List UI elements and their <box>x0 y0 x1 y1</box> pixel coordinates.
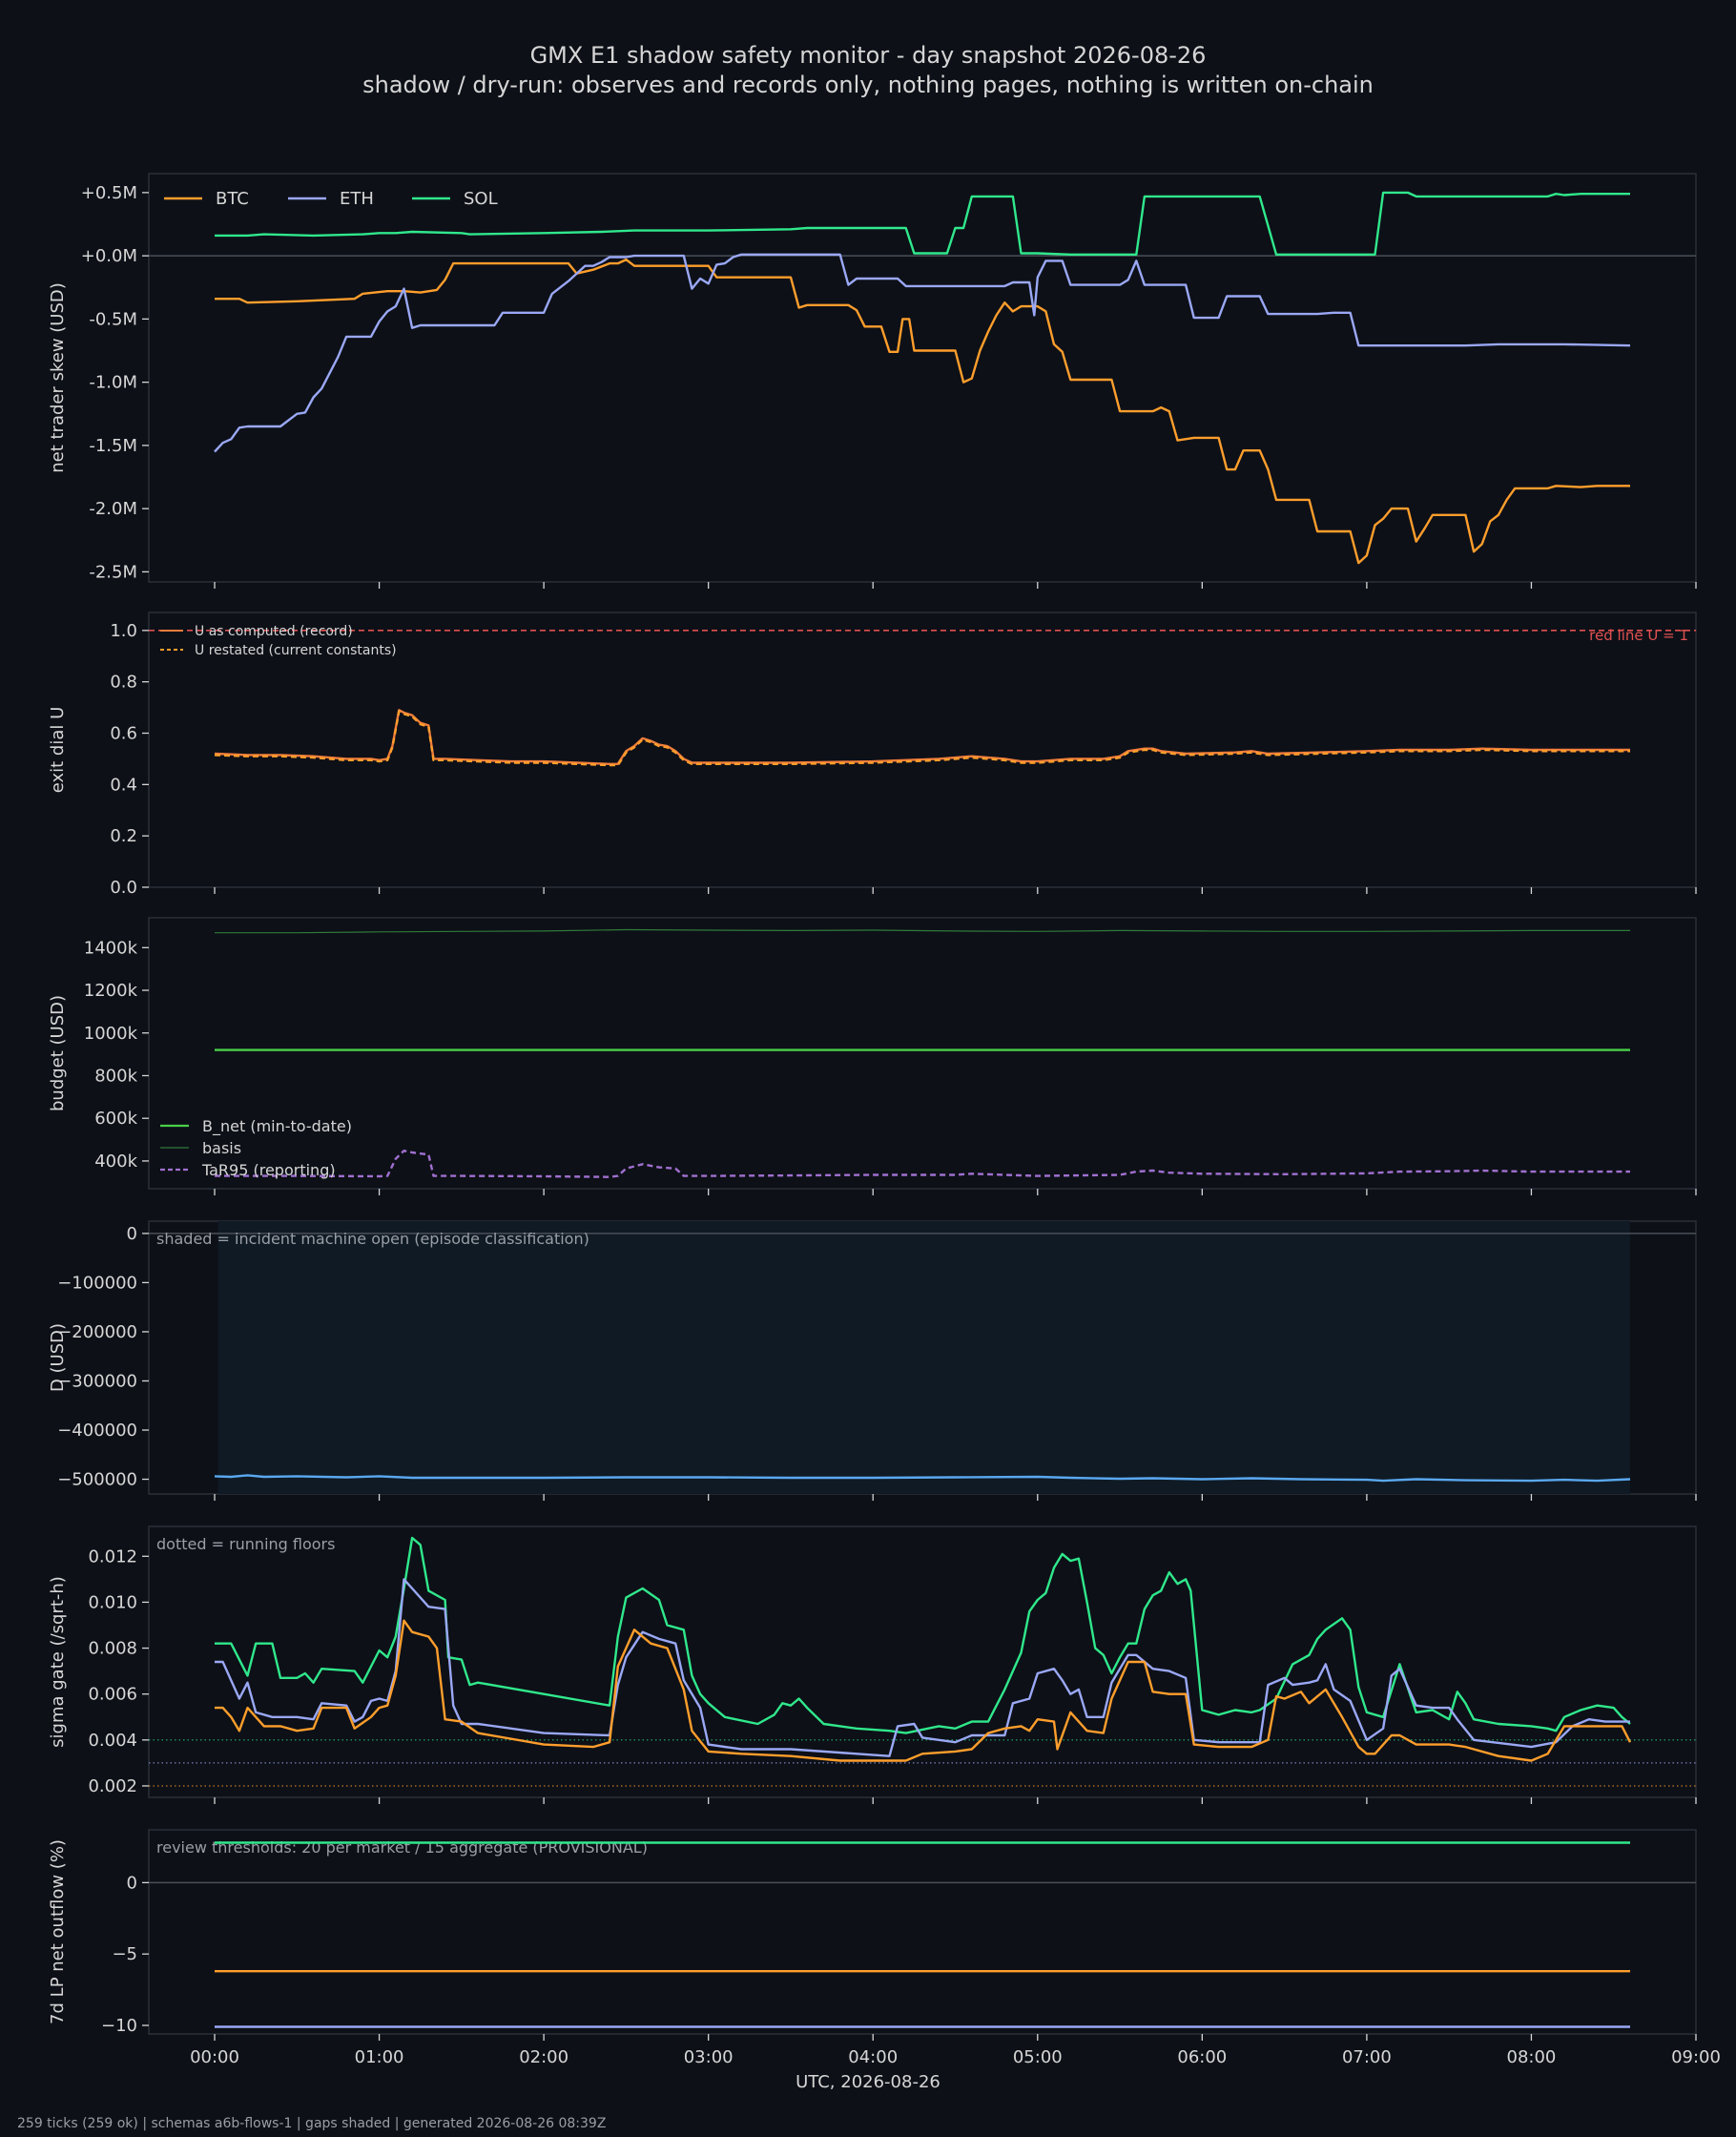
x-tick-label: 09:00 <box>1671 2047 1721 2067</box>
y-tick-label: +0.5M <box>81 183 137 203</box>
series-line-btc <box>215 1619 1632 1762</box>
figure-subtitle: shadow / dry-run: observes and records o… <box>362 72 1374 98</box>
axes-frame <box>148 1829 1697 2035</box>
legend-label: SOL <box>464 189 498 209</box>
x-axis-label: UTC, 2026-08-26 <box>796 2072 940 2092</box>
series-line-d <box>214 1474 1631 1483</box>
y-axis-label: 7d LP net outflow (%) <box>48 1839 68 2024</box>
y-tick-label: 400k <box>94 1151 137 1172</box>
y-tick-label: 0 <box>127 1873 137 1893</box>
axes-frame <box>148 1525 1697 1798</box>
x-tick-label: 06:00 <box>1177 2047 1227 2067</box>
y-tick-label: 0.4 <box>110 775 137 795</box>
y-tick-label: -2.5M <box>89 562 137 582</box>
axes-frame <box>148 612 1697 888</box>
y-axis-label: budget (USD) <box>48 995 68 1111</box>
y-tick-label: −400000 <box>57 1421 137 1441</box>
y-tick-label: -2.0M <box>89 499 137 519</box>
y-tick-label: 0.006 <box>88 1685 137 1705</box>
y-axis-label: exit dial U <box>48 707 68 794</box>
y-tick-label: 0.010 <box>88 1592 137 1612</box>
panel-note: shaded = incident machine open (episode … <box>156 1230 589 1248</box>
series-line-u-restated-current-constants- <box>214 710 1630 767</box>
series-line-basis <box>215 928 1630 934</box>
panel-exit_dial: red line U = 1 0.0 0.2 0.4 0.6 0.8 1.0 exit dia… <box>48 612 1697 898</box>
x-tick-label: 04:00 <box>848 2047 898 2067</box>
red-line-label: red line U = 1 <box>1589 627 1688 644</box>
legend-label: basis <box>202 1139 241 1157</box>
panel-lp_outflow: 0 −5 −10 7d LP net outflow (%) review thresh… <box>48 1829 1697 2041</box>
legend-label: BTC <box>216 189 249 209</box>
series-line-tar95-reporting- <box>215 1150 1630 1178</box>
y-tick-label: -0.5M <box>89 309 137 329</box>
y-tick-label: 1.0 <box>110 621 137 641</box>
legend-label: ETH <box>340 189 374 209</box>
panels: +0.5M +0.0M -0.5M -1.0M -1.5M -2.0M -2.5M net t… <box>48 173 1721 2067</box>
y-tick-label: −5 <box>112 1944 137 1964</box>
y-tick-label: 0.2 <box>110 826 137 846</box>
panel-drawdown: 0 −100000 −200000 −300000 −400000 −500000 D (U… <box>48 1220 1697 1501</box>
y-tick-label: 0.6 <box>110 724 137 744</box>
y-tick-label: −10 <box>101 2016 137 2036</box>
panel-budget: 400k 600k 800k 1000k 1200k 1400k budget (USD) B… <box>48 917 1697 1195</box>
x-tick-label: 03:00 <box>684 2047 734 2067</box>
x-tick-label: 05:00 <box>1013 2047 1063 2067</box>
series-line-eth <box>214 253 1631 453</box>
y-tick-label: −300000 <box>57 1371 137 1391</box>
y-tick-label: −200000 <box>57 1322 137 1342</box>
y-tick-label: −100000 <box>57 1273 137 1293</box>
y-tick-label: 1200k <box>84 981 138 1001</box>
figure-footer: 259 ticks (259 ok) | schemas a6b-flows-1… <box>17 2116 606 2131</box>
axes-frame <box>148 173 1697 583</box>
y-tick-label: 1000k <box>84 1024 138 1044</box>
y-axis-label: net trader skew (USD) <box>48 282 68 473</box>
x-tick-label: 01:00 <box>355 2047 404 2067</box>
y-tick-label: 1400k <box>84 938 138 958</box>
legend-label: U as computed (record) <box>195 624 353 639</box>
y-tick-label: 600k <box>94 1109 137 1129</box>
y-axis-label: sigma gate (/sqrt-h) <box>48 1576 68 1748</box>
x-tick-label: 00:00 <box>190 2047 239 2067</box>
series-line-btc <box>215 258 1630 565</box>
legend-label: U restated (current constants) <box>195 643 397 658</box>
y-tick-label: 0.8 <box>110 673 137 693</box>
y-tick-label: +0.0M <box>81 246 137 266</box>
figure-title: GMX E1 shadow safety monitor - day snaps… <box>530 42 1207 69</box>
y-tick-label: -1.5M <box>89 436 137 456</box>
x-tick-label: 08:00 <box>1507 2047 1557 2067</box>
series-line-eth <box>215 1578 1630 1757</box>
y-tick-label: 0.0 <box>110 878 137 898</box>
x-tick-label: 02:00 <box>519 2047 568 2067</box>
panel-sigma: 0.002 0.004 0.006 0.008 0.010 0.012 sigma gate… <box>48 1525 1697 1804</box>
axes-frame <box>148 917 1697 1190</box>
panel-note: review thresholds: 20 per market / 15 ag… <box>156 1838 648 1857</box>
panel-note: dotted = running floors <box>156 1535 335 1553</box>
y-tick-label: 800k <box>94 1066 137 1086</box>
series-line-sol <box>215 191 1630 256</box>
y-tick-label: −500000 <box>57 1470 137 1490</box>
y-tick-label: 0 <box>127 1224 137 1244</box>
panel-skew: +0.5M +0.0M -0.5M -1.0M -1.5M -2.0M -2.5M net t… <box>48 173 1697 589</box>
y-tick-label: 0.002 <box>88 1776 137 1796</box>
x-tick-label: 07:00 <box>1342 2047 1392 2067</box>
legend-label: B_net (min-to-date) <box>202 1117 352 1136</box>
incident-shade <box>217 1221 1630 1494</box>
y-tick-label: 0.012 <box>88 1546 137 1566</box>
y-tick-label: -1.0M <box>89 373 137 393</box>
y-tick-label: 0.008 <box>88 1639 137 1659</box>
series-line-sol <box>215 1536 1631 1734</box>
y-axis-label: D (USD) <box>48 1323 68 1392</box>
legend-label: TaR95 (reporting) <box>201 1161 336 1179</box>
y-tick-label: 0.004 <box>88 1731 137 1751</box>
